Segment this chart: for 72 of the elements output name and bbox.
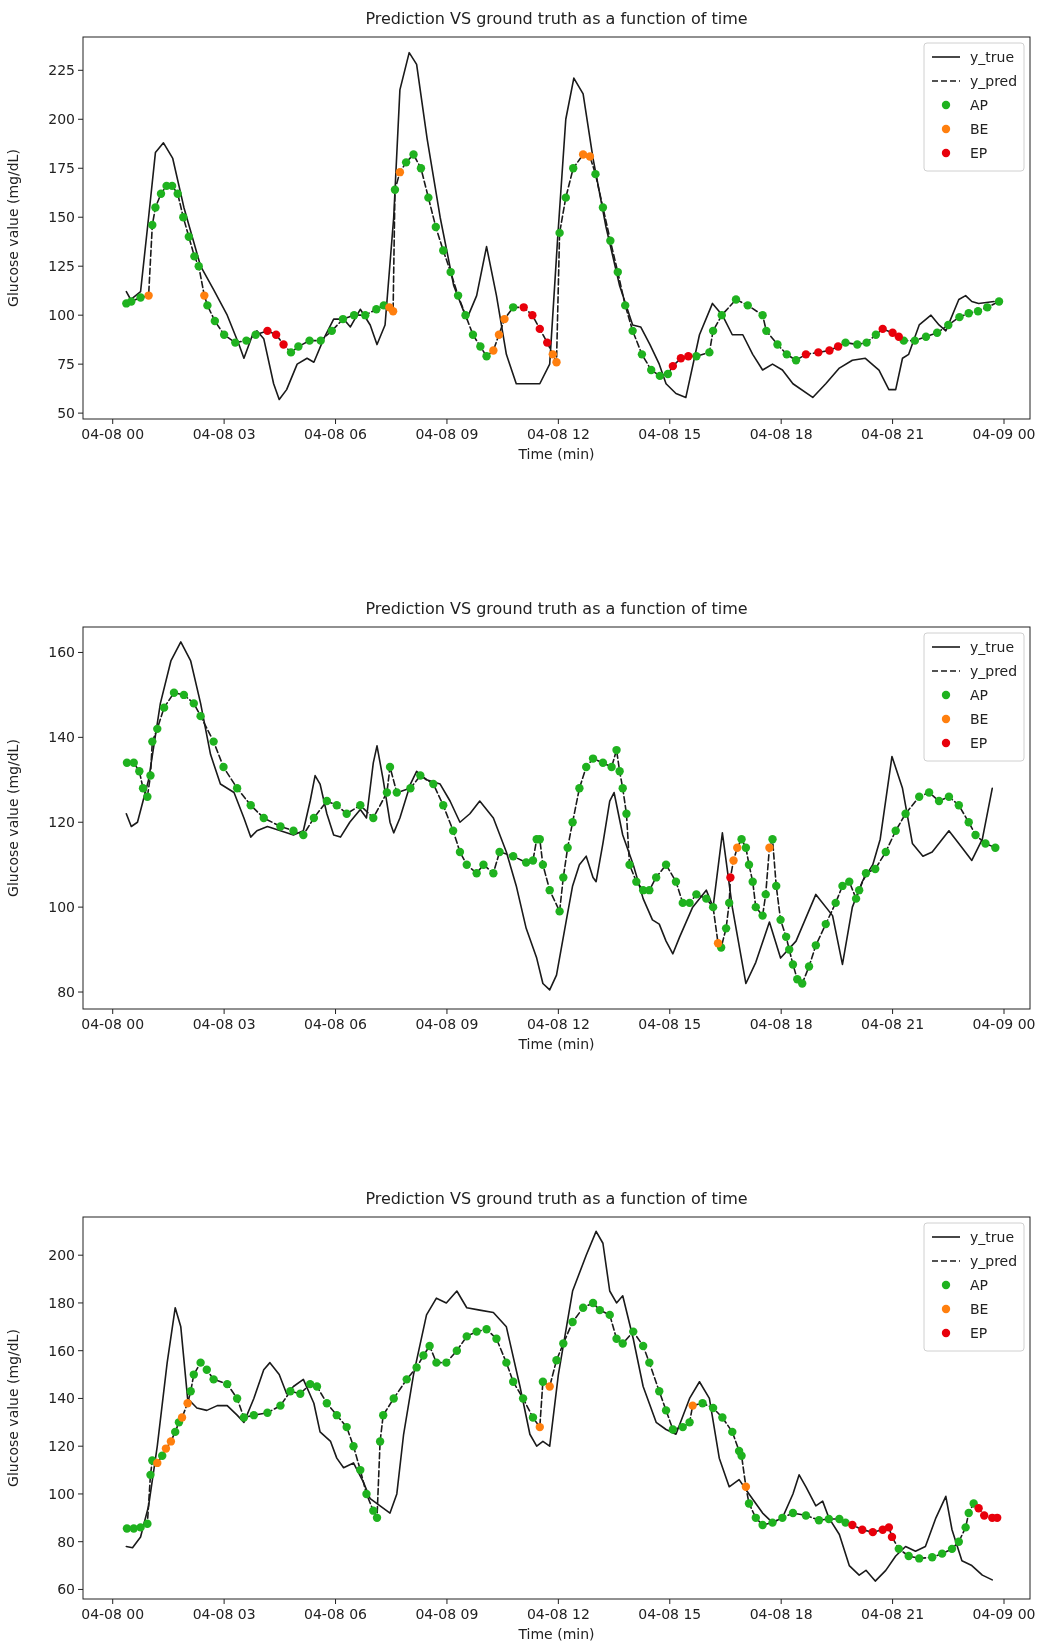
x-axis-title: Time (min) xyxy=(517,1036,595,1052)
x-tick-label: 04-08 03 xyxy=(192,426,256,442)
y-tick-label: 140 xyxy=(48,1390,75,1407)
x-tick-label: 04-08 21 xyxy=(861,426,925,442)
x-tick-label: 04-08 00 xyxy=(81,1606,145,1622)
x-tick-label: 04-08 00 xyxy=(81,426,145,442)
x-axis-title: Time (min) xyxy=(517,446,595,462)
x-tick-label: 04-08 12 xyxy=(526,1606,590,1622)
y-tick-label: 200 xyxy=(48,1247,75,1264)
y-tick-label: 120 xyxy=(48,1438,75,1455)
x-tick-label: 04-08 15 xyxy=(638,1016,702,1032)
x-tick-label: 04-08 21 xyxy=(861,1606,925,1622)
legend-label: EP xyxy=(970,735,988,751)
legend-label: y_true xyxy=(970,49,1015,65)
y-tick-label: 200 xyxy=(48,111,75,128)
chart-title: Prediction VS ground truth as a function of time xyxy=(365,599,748,618)
y-axis-title: Glucose value (mg/dL) xyxy=(5,739,21,897)
x-tick-label: 04-08 09 xyxy=(415,1606,479,1622)
legend-label: y_true xyxy=(970,1229,1015,1245)
chart-title: Prediction VS ground truth as a function of time xyxy=(365,1189,748,1208)
y-tick-label: 100 xyxy=(48,307,75,324)
legend-label: BE xyxy=(970,711,989,727)
y-tick-label: 150 xyxy=(48,209,75,226)
y-tick-label: 225 xyxy=(48,62,75,79)
legend-label: y_pred xyxy=(970,1253,1018,1269)
y-tick-label: 180 xyxy=(48,1294,75,1311)
legend-label: AP xyxy=(970,687,989,703)
legend-label: EP xyxy=(970,1325,988,1341)
y-tick-label: 160 xyxy=(48,1342,75,1359)
y-tick-label: 160 xyxy=(48,644,75,661)
legend-label: y_pred xyxy=(970,663,1018,679)
x-tick-label: 04-08 21 xyxy=(861,1016,925,1032)
y-tick-label: 80 xyxy=(57,1533,75,1550)
y-tick-label: 120 xyxy=(48,814,75,831)
x-tick-label: 04-08 18 xyxy=(749,1016,813,1032)
y-tick-label: 175 xyxy=(48,160,75,177)
x-tick-label: 04-08 15 xyxy=(638,1606,702,1622)
y-tick-label: 80 xyxy=(57,984,75,1001)
y-tick-label: 125 xyxy=(48,258,75,275)
x-tick-label: 04-08 06 xyxy=(304,1606,368,1622)
y-tick-label: 50 xyxy=(57,405,75,422)
x-tick-label: 04-08 12 xyxy=(526,1016,590,1032)
x-tick-label: 04-08 18 xyxy=(749,426,813,442)
chart-title: Prediction VS ground truth as a function of time xyxy=(365,9,748,28)
x-tick-label: 04-08 00 xyxy=(81,1016,145,1032)
y-tick-label: 100 xyxy=(48,1485,75,1502)
x-tick-label: 04-08 03 xyxy=(192,1606,256,1622)
x-tick-label: 04-08 09 xyxy=(415,426,479,442)
x-tick-label: 04-08 15 xyxy=(638,426,702,442)
x-tick-label: 04-09 00 xyxy=(972,426,1036,442)
legend-label: AP xyxy=(970,97,989,113)
legend-label: BE xyxy=(970,1301,989,1317)
x-tick-label: 04-09 00 xyxy=(972,1016,1036,1032)
legend-label: y_pred xyxy=(970,73,1018,89)
x-tick-label: 04-08 18 xyxy=(749,1606,813,1622)
x-tick-label: 04-09 00 xyxy=(972,1606,1036,1622)
legend-label: BE xyxy=(970,121,989,137)
legend-label: AP xyxy=(970,1277,989,1293)
y-tick-label: 75 xyxy=(57,356,75,373)
x-axis-title: Time (min) xyxy=(517,1626,595,1642)
x-tick-label: 04-08 12 xyxy=(526,426,590,442)
legend-label: y_true xyxy=(970,639,1015,655)
y-axis-title: Glucose value (mg/dL) xyxy=(5,149,21,307)
y-tick-label: 140 xyxy=(48,729,75,746)
y-tick-label: 60 xyxy=(57,1581,75,1598)
x-tick-label: 04-08 06 xyxy=(304,426,368,442)
y-axis-title: Glucose value (mg/dL) xyxy=(5,1329,21,1487)
x-tick-label: 04-08 06 xyxy=(304,1016,368,1032)
x-tick-label: 04-08 03 xyxy=(192,1016,256,1032)
y-tick-label: 100 xyxy=(48,899,75,916)
legend-label: EP xyxy=(970,145,988,161)
x-tick-label: 04-08 09 xyxy=(415,1016,479,1032)
